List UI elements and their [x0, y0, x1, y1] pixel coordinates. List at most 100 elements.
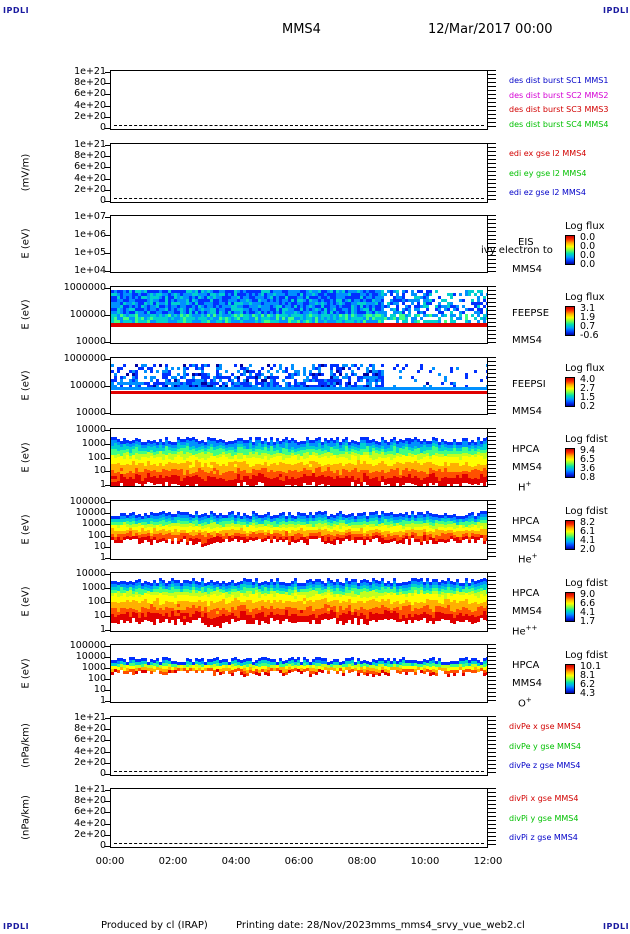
instrument-label-hpca_h: HPCA — [512, 444, 540, 455]
spectrogram-cell — [117, 370, 120, 373]
spectrogram-cell — [162, 314, 165, 317]
spectrogram-cell — [423, 293, 426, 296]
spectrogram-cell — [360, 299, 363, 302]
spectrogram-cell — [180, 317, 183, 320]
spectrogram-cell — [348, 302, 351, 305]
y-tick-label-edi-3: 4e+20 — [74, 172, 106, 184]
spectrogram-cell — [408, 456, 411, 459]
spectrogram-cell — [339, 382, 342, 385]
spectrogram-cell — [249, 317, 252, 320]
spectrogram-cell — [375, 517, 378, 520]
spectrogram-cell — [273, 391, 276, 394]
spectrogram-cell — [225, 391, 228, 394]
spectrogram-cell — [243, 290, 246, 293]
spectrogram-cell — [444, 477, 447, 480]
spectrogram-cell — [318, 311, 321, 314]
spectrogram-cell — [441, 387, 444, 390]
spectrogram-cell — [135, 308, 138, 311]
spectrogram-cell — [480, 465, 483, 468]
spectrogram-cell — [150, 323, 153, 327]
spectrogram-cell — [294, 308, 297, 311]
spectrogram-cell — [345, 293, 348, 296]
spectrogram-cell — [444, 323, 447, 327]
spectrogram-cell — [351, 302, 354, 305]
spectrogram-cell — [366, 476, 369, 479]
spectrogram-cell — [261, 477, 264, 480]
spectrogram-cell — [147, 320, 150, 323]
spectrogram-cell — [258, 305, 261, 308]
spectrogram-cell — [225, 530, 228, 533]
spectrogram-cell — [132, 473, 135, 476]
spectrogram-cell — [264, 480, 267, 483]
spectrogram-cell — [171, 517, 174, 520]
spectrogram-cell — [180, 293, 183, 296]
spectrogram-cell — [369, 524, 372, 527]
spectrogram-cell — [408, 453, 411, 456]
spectrogram-cell — [231, 320, 234, 323]
spectrogram-cell — [336, 525, 339, 528]
spectrogram-cell — [255, 437, 258, 440]
spectrogram-cell — [375, 447, 378, 450]
spectrogram-cell — [345, 290, 348, 293]
spectrogram-cell — [186, 461, 189, 464]
spectrogram-cell — [129, 323, 132, 327]
spectrogram-cell — [282, 478, 285, 481]
spectrogram-cell — [345, 387, 348, 390]
spectrogram-cell — [126, 290, 129, 293]
spectrogram-cell — [183, 299, 186, 302]
spectrogram-cell — [147, 470, 150, 473]
spectrogram-cell — [447, 302, 450, 305]
spectrogram-cell — [189, 299, 192, 302]
spectrogram-cell — [381, 314, 384, 317]
spectrogram-cell — [453, 439, 456, 442]
spectrogram-cell — [117, 457, 120, 460]
spectrogram-cell — [249, 452, 252, 455]
spectrogram-cell — [306, 391, 309, 394]
spectrogram-cell — [468, 442, 471, 445]
spectrogram-cell — [243, 467, 246, 470]
spectrogram-cell — [405, 459, 408, 462]
spectrogram-cell — [342, 538, 345, 541]
spectrogram-cell — [420, 477, 423, 480]
spectrogram-cell — [267, 475, 270, 478]
spectrogram-cell — [213, 480, 216, 483]
spectrogram-cell — [219, 445, 222, 448]
spectrogram-cell — [444, 474, 447, 477]
spectrogram-cell — [192, 533, 195, 536]
spectrogram-cell — [480, 456, 483, 459]
spectrogram-cell — [429, 370, 432, 373]
spectrogram-cell — [291, 456, 294, 459]
spectrogram-cell — [189, 456, 192, 459]
spectrogram-cell — [282, 533, 285, 536]
spectrogram-cell — [321, 379, 324, 382]
spectrogram-cell — [279, 537, 282, 540]
spectrogram-cell — [156, 311, 159, 314]
spectrogram-cell — [468, 308, 471, 311]
spectrogram-cell — [435, 450, 438, 453]
spectrogram-cell — [279, 308, 282, 311]
spectrogram-cell — [201, 290, 204, 293]
spectrogram-cell — [237, 305, 240, 308]
spectrogram-cell — [273, 454, 276, 457]
spectrogram-cell — [450, 466, 453, 469]
spectrogram-cell — [267, 382, 270, 385]
spectrogram-cell — [171, 529, 174, 532]
spectrogram-cell — [291, 524, 294, 527]
spectrogram-cell — [177, 293, 180, 296]
spacecraft-label-eis: MMS4 — [512, 264, 542, 275]
spectrogram-cell — [141, 305, 144, 308]
spectrogram-cell — [291, 450, 294, 453]
spectrogram-cell — [138, 532, 141, 535]
spectrogram-cell — [267, 387, 270, 390]
spectrogram-cell — [369, 376, 372, 379]
spectrogram-cell — [276, 296, 279, 299]
spectrogram-cell — [291, 320, 294, 323]
spectrogram-cell — [180, 323, 183, 327]
spectrogram-cell — [132, 305, 135, 308]
spectrogram-cell — [207, 536, 210, 539]
spectrogram-cell — [342, 308, 345, 311]
spectrogram-cell — [135, 480, 138, 483]
spectrogram-cell — [135, 521, 138, 524]
spectrogram-cell — [147, 290, 150, 293]
spectrogram-cell — [189, 387, 192, 390]
